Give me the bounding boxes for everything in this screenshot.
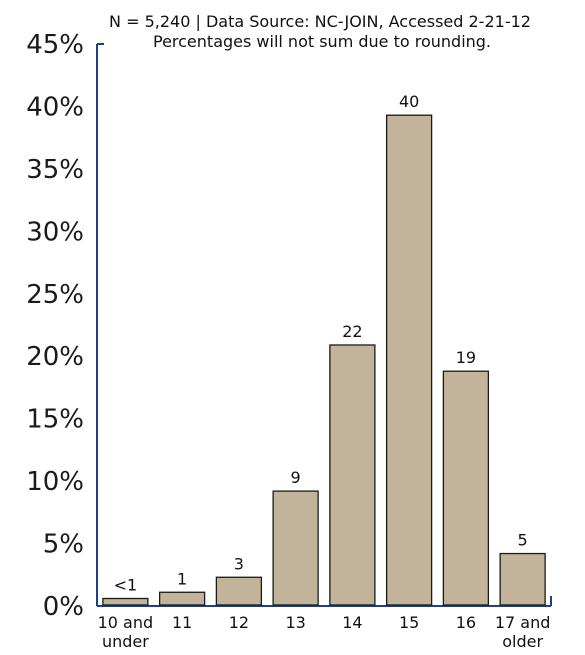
x-axis: 10 and under 11 12 13 14 15 16 17 and older [97,596,552,651]
bar [499,552,546,606]
source-note: N = 5,240 | Data Source: NC-JOIN, Access… [109,12,531,31]
y-tick-label: 45% [26,30,84,60]
y-tick-label: 15% [26,405,84,435]
data-label: 40 [399,92,419,111]
y-tick-label: 35% [26,155,84,185]
bar [272,490,319,606]
y-tick-label: 40% [26,92,84,122]
data-label: 5 [518,531,528,550]
y-tick-label: 10% [26,467,84,497]
bar [385,114,433,606]
bar [215,576,263,606]
x-tick-label: 17 and older [495,613,551,651]
data-label: 9 [291,468,301,487]
bar [158,591,206,606]
y-tick-label: 25% [26,280,84,310]
rounding-note: Percentages will not sum due to rounding… [153,32,491,51]
data-label: 19 [456,348,476,367]
x-tick-label: 13 [285,613,305,632]
y-tick-label: 30% [26,217,84,247]
y-tick-label: 0% [43,592,84,622]
y-tick-label: 20% [26,342,84,372]
bars: <1 1 3 9 22 40 19 5 [102,92,546,606]
x-tick-label: 14 [342,613,362,632]
y-tick-label: 5% [43,530,84,560]
bar [329,344,376,606]
x-tick-label: 11 [172,613,192,632]
bar [102,597,149,606]
x-tick-label: 16 [456,613,476,632]
y-axis: 0% 5% 10% 15% 20% 25% 30% 35% 40% 45% [26,30,104,622]
x-tick-label: 10 and under [98,613,154,651]
bar [442,370,490,606]
x-tick-label: 12 [229,613,249,632]
x-tick-label: 15 [399,613,419,632]
data-label: 1 [177,569,187,588]
data-label: 3 [234,554,244,573]
data-label: <1 [114,576,138,595]
data-label: 22 [342,322,362,341]
